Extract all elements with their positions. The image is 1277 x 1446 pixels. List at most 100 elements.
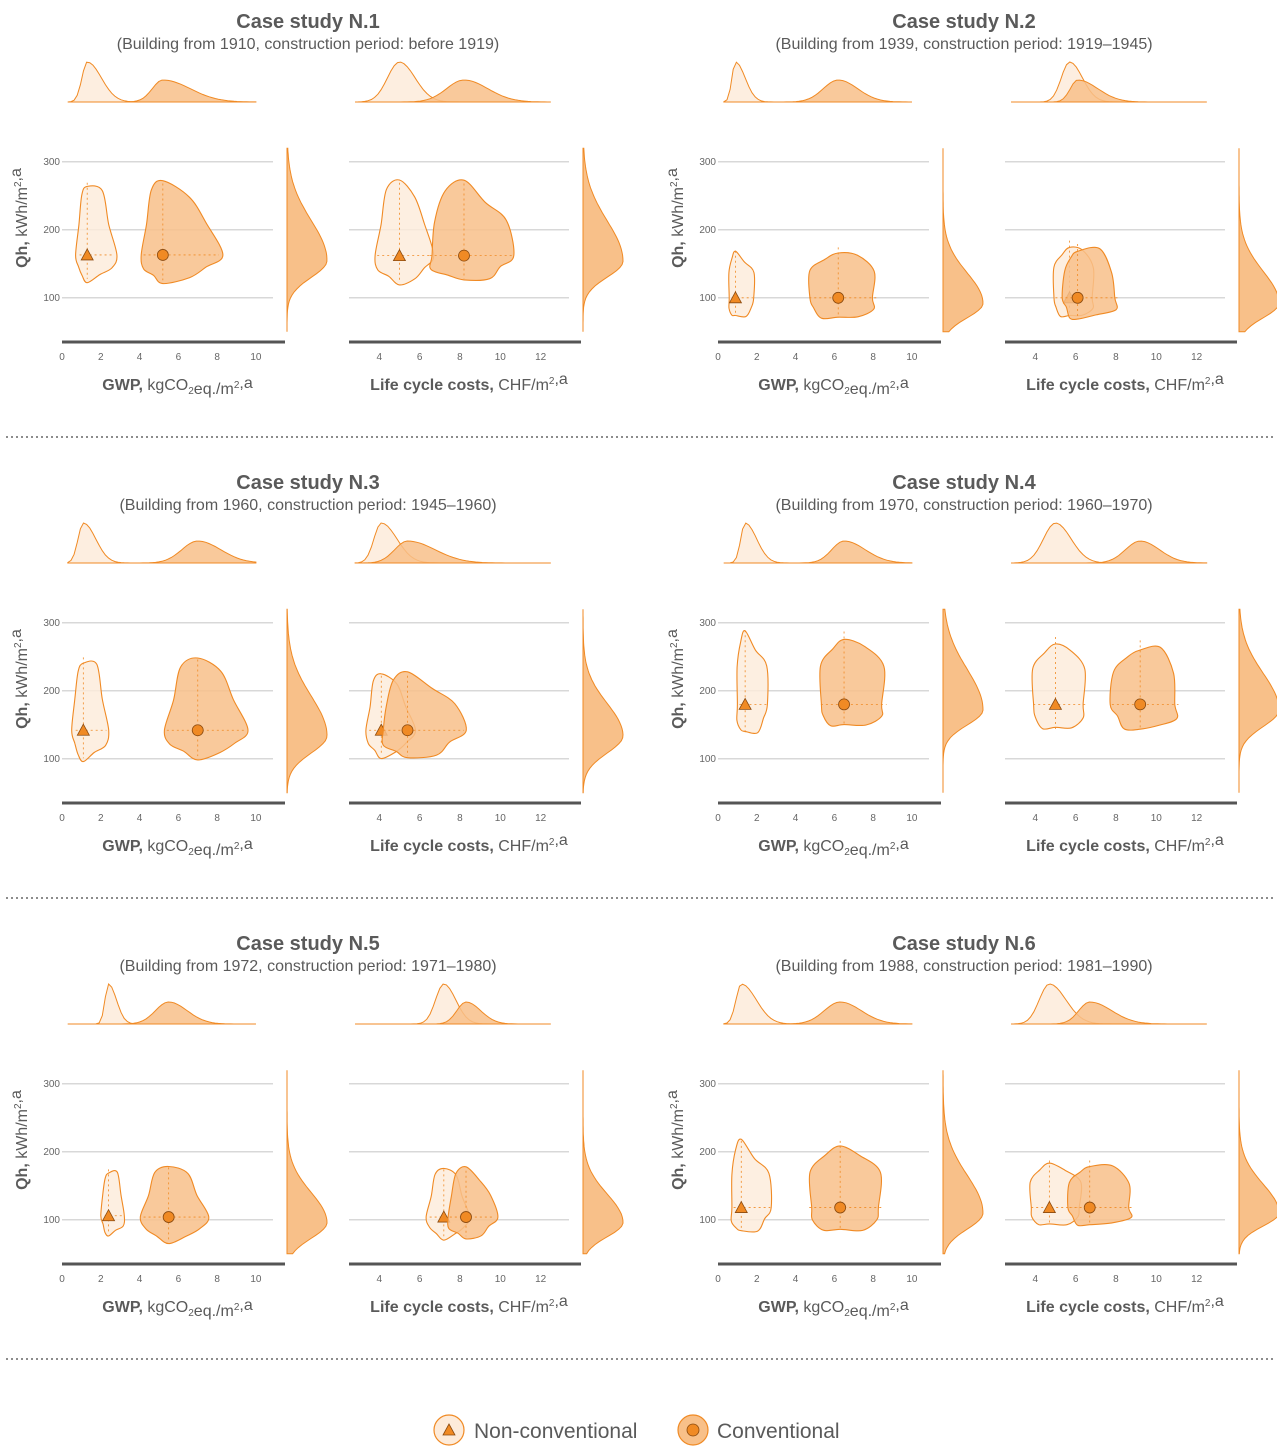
y-tick-label: 200 — [699, 225, 716, 236]
case-subtitle: (Building from 1972, construction period… — [119, 958, 496, 975]
marginal-density-y — [1238, 608, 1277, 793]
x-tick-label: 8 — [214, 813, 220, 824]
panel-lcc: 1002003004681012Life cycle costs, CHF/m2… — [349, 61, 624, 394]
x-axis-label: GWP, kgCO2eq./m2,a — [758, 1297, 909, 1320]
x-tick-label: 0 — [59, 1274, 65, 1285]
y-tick-label: 300 — [699, 157, 716, 168]
conventional-region — [808, 1145, 883, 1232]
x-tick-label: 6 — [176, 1274, 182, 1285]
conventional-region — [1067, 1164, 1133, 1227]
legend: Non-conventional Conventional — [433, 1414, 840, 1446]
x-tick-label: 12 — [535, 352, 547, 363]
non-conventional-region — [1031, 643, 1087, 730]
x-tick-label: 6 — [1073, 813, 1079, 824]
conventional-region — [140, 179, 224, 285]
case-title: Case study N.3 — [236, 472, 379, 494]
non-conventional-median-point — [437, 1210, 451, 1223]
y-tick-label: 200 — [699, 1147, 716, 1158]
x-tick-label: 0 — [715, 813, 721, 824]
marginal-density-x — [67, 79, 257, 103]
x-tick-label: 10 — [906, 813, 918, 824]
marginal-density-y — [582, 1070, 624, 1255]
y-axis-label: Qh, kWh/m2,a — [664, 1090, 687, 1190]
y-tick-label: 100 — [43, 754, 60, 765]
x-tick-label: 10 — [495, 352, 507, 363]
marginal-density-y — [286, 608, 328, 794]
x-tick-label: 6 — [832, 352, 838, 363]
panel-gwp: 100 200 300 0 2 4 6 8 10 GWP, kgCO2eq./m2,a — [699, 522, 984, 859]
conventional-median-point — [838, 698, 850, 711]
non-conventional-median-point — [728, 290, 743, 304]
x-tick-label: 4 — [1032, 1274, 1038, 1285]
y-tick-label: 100 — [43, 293, 60, 304]
non-conventional-region — [728, 250, 756, 318]
x-tick-label: 4 — [376, 813, 382, 824]
circle-icon — [686, 1423, 700, 1437]
y-tick-label: 100 — [43, 1215, 60, 1226]
marginal-density-x — [723, 522, 912, 564]
x-tick-label: 10 — [250, 352, 262, 363]
x-tick-label: 6 — [417, 1274, 423, 1285]
y-tick-label: 100 — [699, 1215, 716, 1226]
x-axis-label: GWP, kgCO2eq./m2,a — [758, 836, 909, 859]
x-tick-label: 8 — [457, 352, 463, 363]
x-axis-label: Life cycle costs, CHF/m2,a — [370, 1293, 568, 1316]
legend-non-conventional-label: Non-conventional — [474, 1420, 637, 1443]
x-tick-label: 4 — [137, 813, 143, 824]
marginal-density-y — [286, 147, 328, 332]
x-axis-label: Life cycle costs, CHF/m2,a — [1026, 832, 1224, 855]
non-conventional-median-point — [1048, 697, 1063, 710]
x-tick-label: 0 — [59, 352, 65, 363]
conventional-region — [1109, 645, 1179, 731]
marginal-density-x — [355, 540, 551, 564]
panel-gwp: 100 200 300 0 2 4 6 8 10 GWP, kgCO2eq./m2,a — [699, 983, 984, 1320]
case-subtitle: (Building from 1939, construction period… — [775, 36, 1152, 53]
conventional-region — [163, 657, 249, 761]
panel-lcc: 1002003004681012Life cycle costs, CHF/m2… — [1005, 522, 1277, 855]
y-tick-label: 300 — [43, 157, 60, 168]
marginal-density-y — [286, 1070, 328, 1255]
x-tick-label: 4 — [137, 1274, 143, 1285]
conventional-median-point — [162, 1211, 175, 1223]
marginal-density-x — [723, 540, 913, 564]
case-subtitle: (Building from 1910, construction period… — [117, 36, 499, 53]
x-tick-label: 4 — [137, 352, 143, 363]
y-tick-label: 300 — [43, 1079, 60, 1090]
conventional-region — [1061, 246, 1118, 321]
conventional-region — [381, 670, 467, 759]
x-tick-label: 8 — [457, 1274, 463, 1285]
y-tick-label: 100 — [699, 754, 716, 765]
case-title: Case study N.1 — [236, 11, 379, 33]
y-tick-label: 300 — [699, 1079, 716, 1090]
y-tick-label: 100 — [699, 293, 716, 304]
panel-gwp: 100 200 300 0 2 4 6 8 10 GWP, kgCO2eq./m2,a — [43, 522, 328, 859]
x-tick-label: 0 — [59, 813, 65, 824]
marginal-density-y — [942, 148, 984, 333]
marginal-density-y — [1238, 1070, 1277, 1255]
x-tick-label: 10 — [1151, 813, 1163, 824]
x-tick-label: 6 — [832, 813, 838, 824]
case-study-3: Case study N.3 (Building from 1960, const… — [8, 472, 624, 859]
y-tick-label: 200 — [699, 686, 716, 697]
x-tick-label: 4 — [376, 352, 382, 363]
panel-gwp: 100 200 300 0 2 4 6 8 10 GWP, kgCO2eq./m2,a — [43, 983, 328, 1320]
x-tick-label: 2 — [754, 352, 760, 363]
marginal-density-x — [1011, 79, 1207, 103]
marginal-density-x — [355, 1001, 551, 1025]
conventional-region — [447, 1166, 499, 1240]
conventional-median-point — [458, 249, 470, 262]
panel-lcc: 1002003004681012Life cycle costs, CHF/m2… — [349, 983, 624, 1316]
x-tick-label: 4 — [793, 352, 799, 363]
x-tick-label: 2 — [754, 813, 760, 824]
x-axis-label: GWP, kgCO2eq./m2,a — [102, 1297, 253, 1320]
x-tick-label: 4 — [1032, 813, 1038, 824]
x-tick-label: 8 — [870, 1274, 876, 1285]
case-title: Case study N.6 — [892, 933, 1035, 955]
marginal-density-x — [1011, 522, 1207, 564]
non-conventional-region — [75, 185, 118, 284]
x-tick-label: 6 — [176, 813, 182, 824]
conventional-median-point — [156, 249, 169, 261]
conventional-median-point — [191, 724, 204, 737]
x-tick-label: 12 — [535, 813, 547, 824]
marginal-density-x — [1011, 540, 1208, 564]
